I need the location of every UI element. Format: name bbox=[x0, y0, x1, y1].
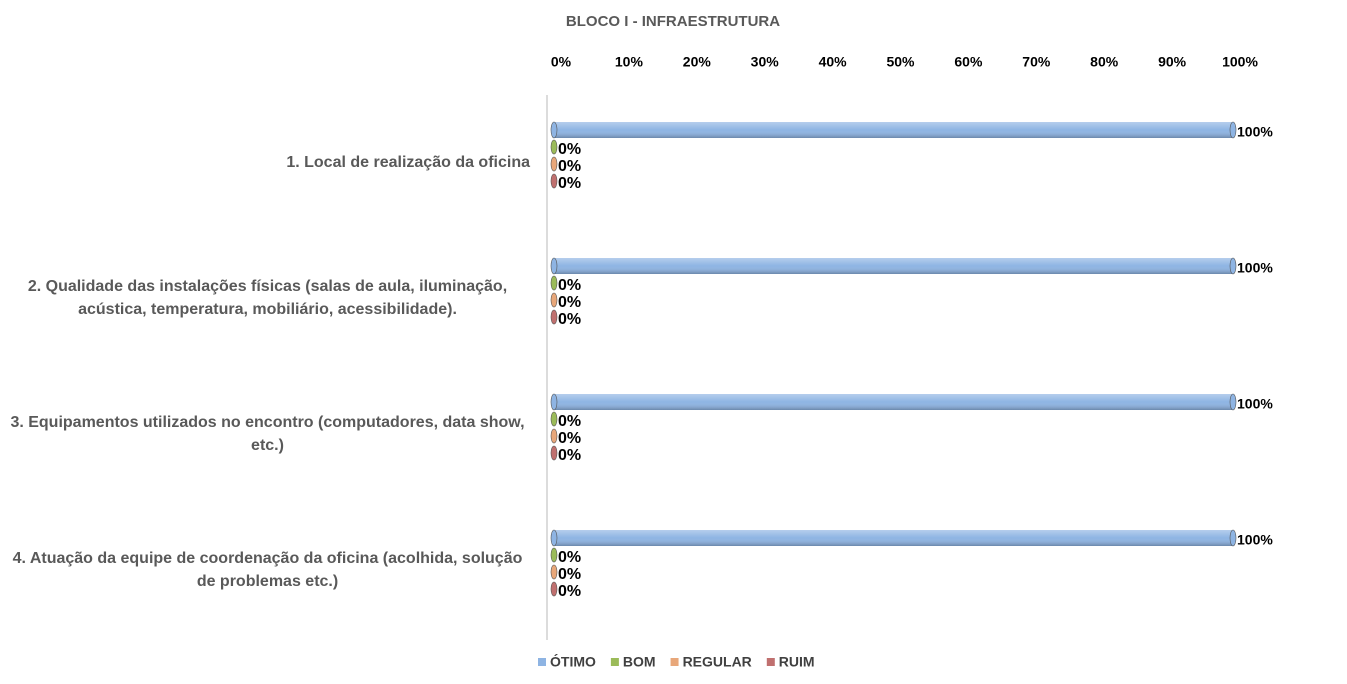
data-label: 0% bbox=[558, 583, 581, 600]
data-label: 0% bbox=[558, 175, 581, 192]
x-tick-label: 100% bbox=[1222, 54, 1258, 70]
x-tick-label: 10% bbox=[615, 54, 644, 70]
data-label: 0% bbox=[558, 277, 581, 294]
bar-cap bbox=[1229, 393, 1237, 411]
bar-cap bbox=[550, 581, 558, 597]
category-label: 3. Equipamentos utilizados no encontro (… bbox=[5, 411, 530, 457]
bar-cap bbox=[550, 411, 558, 427]
bar-cap bbox=[550, 257, 558, 275]
category-text: 2. Qualidade das instalações físicas (sa… bbox=[27, 278, 508, 318]
bar-cap bbox=[550, 173, 558, 189]
bar-cap bbox=[550, 445, 558, 461]
bar-cap bbox=[550, 564, 558, 580]
x-tick-label: 70% bbox=[1022, 54, 1051, 70]
category-text: 4. Atuação da equipe de coordenação da o… bbox=[12, 550, 523, 590]
data-label: 0% bbox=[558, 566, 581, 583]
data-label: 0% bbox=[558, 311, 581, 328]
bar-shade bbox=[554, 530, 1233, 546]
x-tick-label: 0% bbox=[551, 54, 572, 70]
x-tick-label: 60% bbox=[954, 54, 983, 70]
bar-cap bbox=[550, 139, 558, 155]
legend-label: ÓTIMO bbox=[550, 653, 596, 670]
data-label: 0% bbox=[558, 430, 581, 447]
x-tick-label: 30% bbox=[751, 54, 780, 70]
x-tick-label: 90% bbox=[1158, 54, 1187, 70]
data-label: 100% bbox=[1237, 260, 1273, 276]
bar-cap bbox=[550, 393, 558, 411]
legend-label: BOM bbox=[623, 654, 656, 670]
bar-cap bbox=[1229, 529, 1237, 547]
category-text: 3. Equipamentos utilizados no encontro (… bbox=[10, 414, 525, 454]
legend-swatch bbox=[538, 658, 546, 666]
data-label: 100% bbox=[1237, 532, 1273, 548]
data-label: 0% bbox=[558, 141, 581, 158]
legend-label: REGULAR bbox=[683, 654, 752, 670]
bar-cap bbox=[550, 428, 558, 444]
legend-label: RUIM bbox=[779, 654, 815, 670]
x-tick-label: 50% bbox=[886, 54, 915, 70]
legend-swatch bbox=[670, 658, 679, 666]
bar-cap bbox=[550, 292, 558, 308]
bar-cap bbox=[1229, 121, 1237, 139]
x-tick-label: 40% bbox=[819, 54, 848, 70]
bar-cap bbox=[550, 309, 558, 325]
bar-cap bbox=[1229, 257, 1237, 275]
data-label: 0% bbox=[558, 413, 581, 430]
chart-title: BLOCO I - INFRAESTRUTURA bbox=[566, 13, 780, 30]
x-tick-label: 80% bbox=[1090, 54, 1119, 70]
bar-shade bbox=[554, 394, 1233, 410]
bar-cap bbox=[550, 529, 558, 547]
data-label: 100% bbox=[1237, 396, 1273, 412]
category-label: 2. Qualidade das instalações físicas (sa… bbox=[5, 275, 530, 321]
data-label: 0% bbox=[558, 549, 581, 566]
category-label: 4. Atuação da equipe de coordenação da o… bbox=[5, 547, 530, 593]
bar-cap bbox=[550, 275, 558, 291]
legend-swatch bbox=[766, 658, 775, 666]
bar-cap bbox=[550, 121, 558, 139]
bar-cap bbox=[550, 156, 558, 172]
bar-shade bbox=[554, 122, 1233, 138]
bar-shade bbox=[554, 258, 1233, 274]
data-label: 0% bbox=[558, 447, 581, 464]
category-label: 1. Local de realização da oficina bbox=[5, 151, 530, 174]
category-text: 1. Local de realização da oficina bbox=[286, 153, 530, 171]
data-label: 100% bbox=[1237, 124, 1273, 140]
bar-cap bbox=[550, 547, 558, 563]
x-tick-label: 20% bbox=[683, 54, 712, 70]
legend-swatch bbox=[610, 658, 619, 666]
data-label: 0% bbox=[558, 294, 581, 311]
data-label: 0% bbox=[558, 158, 581, 175]
